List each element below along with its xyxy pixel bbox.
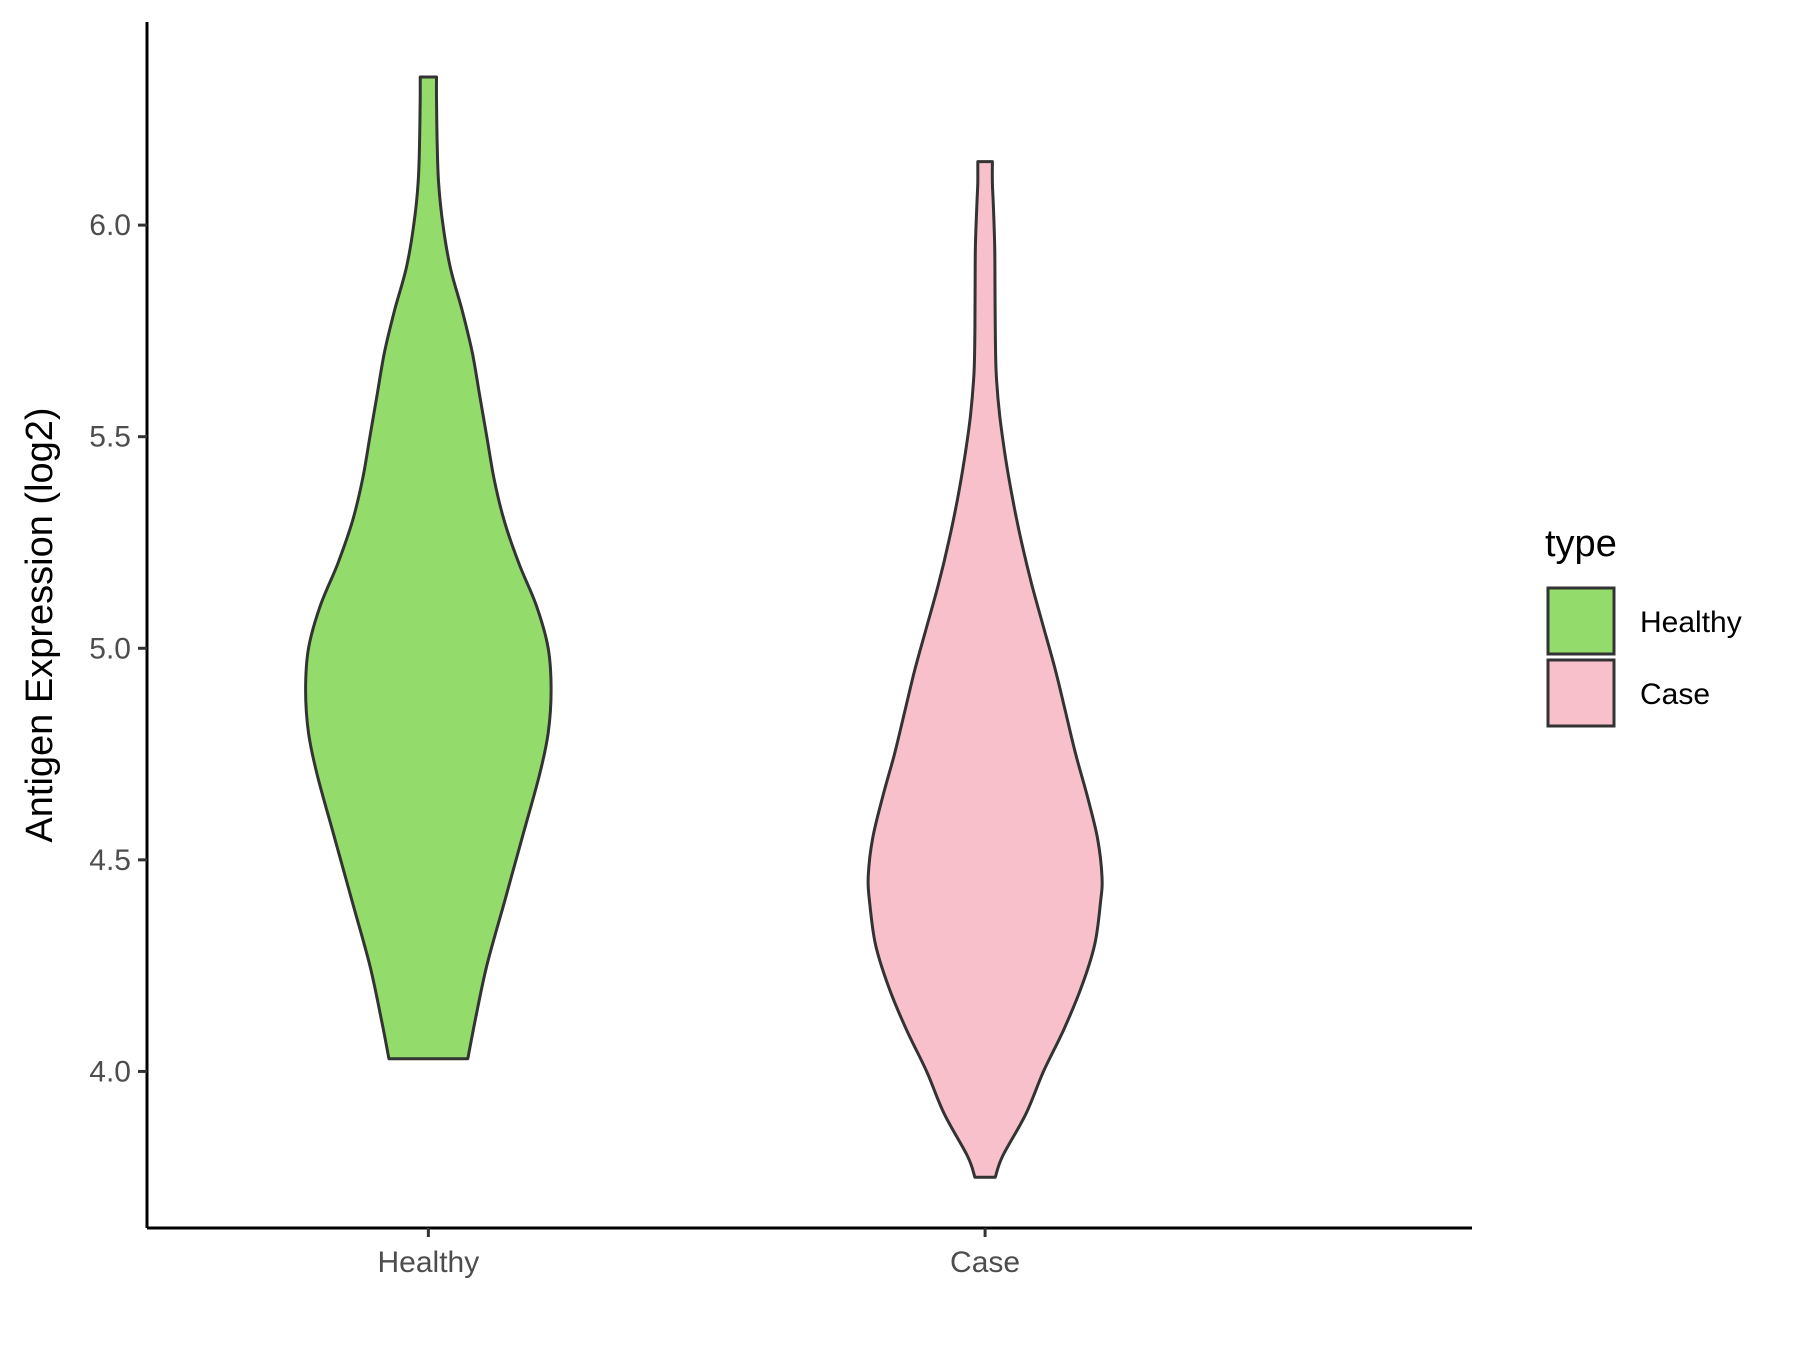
- legend-items: Healthy Case: [1546, 586, 1742, 728]
- legend-label-case: Case: [1640, 678, 1710, 711]
- y-tick-label: 5.0: [89, 632, 131, 665]
- y-tick-label: 4.0: [89, 1055, 131, 1088]
- y-tick-label: 6.0: [89, 209, 131, 242]
- x-tick-label: Healthy: [378, 1246, 480, 1279]
- legend-swatch-healthy: [1546, 586, 1616, 656]
- legend-title: type: [1545, 523, 1617, 565]
- violin-healthy: [304, 75, 553, 1061]
- y-tick-label: 5.5: [89, 421, 131, 454]
- violin-case: [866, 160, 1104, 1179]
- y-tick-label: 4.5: [89, 844, 131, 877]
- legend: type Healthy Case: [1545, 523, 1742, 728]
- legend-swatch-case: [1546, 658, 1616, 728]
- y-axis-title: Antigen Expression (log2): [19, 407, 61, 842]
- legend-label-healthy: Healthy: [1640, 606, 1742, 639]
- y-axis-ticks: 4.0 4.5 5.0 5.5 6.0: [89, 209, 147, 1088]
- x-tick-label: Case: [950, 1246, 1020, 1279]
- x-axis-ticks: Healthy Case: [378, 1228, 1020, 1279]
- violins-layer: [304, 75, 1104, 1179]
